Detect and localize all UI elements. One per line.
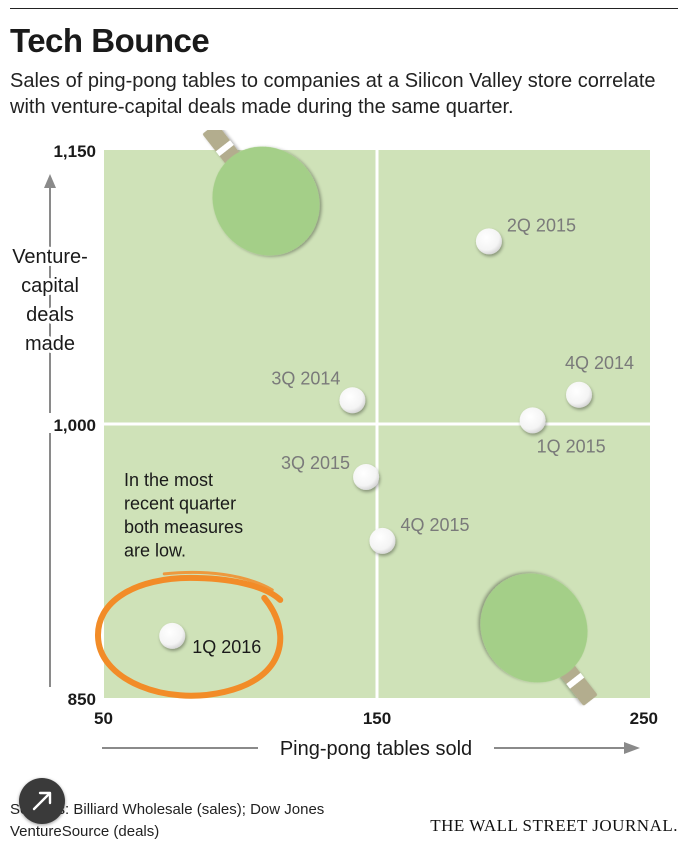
data-point [475,228,502,255]
chart-subtitle: Sales of ping-pong tables to companies a… [10,70,656,118]
data-point-label: 3Q 2015 [281,453,350,473]
sources-note: Sources: Billiard Wholesale (sales); Dow… [10,799,324,843]
publisher-brand: THE WALL STREET JOURNAL. [430,816,678,835]
x-axis-label: Ping-pong tables sold [280,738,472,760]
highlight-ring-stroke [162,570,274,592]
data-point [353,463,380,490]
y-tick-label: 850 [68,690,96,709]
data-point-label: 4Q 2014 [565,353,634,373]
chart-title: Tech Bounce [10,22,210,59]
y-axis-label-line: made [25,333,75,355]
ping-pong-paddle-icon [480,573,597,706]
data-point [339,387,366,414]
highlight-ring [95,574,284,699]
x-tick-label: 150 [363,709,391,728]
paddle-handle [203,130,241,165]
y-tick-label-backdrop [48,139,94,159]
y-tick-label: 1,000 [53,416,96,435]
ping-pong-paddle-icon [203,130,320,256]
data-point-label: 1Q 2015 [537,436,606,456]
top-rule [10,8,678,9]
expand-button[interactable] [19,778,65,824]
data-point [519,407,546,434]
y-tick-label: 1,150 [53,142,96,161]
data-point [566,381,593,408]
paddle-handle [559,664,597,706]
data-point [369,527,396,554]
paddle-blade [212,146,320,256]
data-point-label: 3Q 2014 [271,368,340,388]
annotation-line: are low. [124,541,186,561]
y-axis-arrowhead [44,174,56,188]
data-point-label: 2Q 2015 [507,215,576,235]
y-axis-label-line: deals [26,304,74,326]
annotation-line: In the most [124,470,213,490]
paddle-handle-band [215,140,234,157]
annotation-line: both measures [124,517,243,537]
sources-line-1: Sources: Billiard Wholesale (sales); Dow… [10,801,325,818]
data-point-label: 4Q 2015 [400,515,469,535]
y-tick-label-backdrop [48,687,94,707]
sources-line-2: VentureSource (deals) [10,823,160,840]
x-tick-label: 50 [94,709,113,728]
expand-arrow-icon [32,791,52,811]
y-tick-label-backdrop [48,413,94,433]
data-point-label: 1Q 2016 [192,637,261,657]
data-point [159,622,186,649]
x-tick-label: 250 [630,709,658,728]
y-axis-label-line: Venture- [12,246,88,268]
y-axis-label-line: capital [21,275,79,297]
paddle-blade [480,573,588,683]
annotation-line: recent quarter [124,494,236,514]
paddle-handle-band [566,672,585,689]
x-axis-arrowhead [624,742,640,754]
